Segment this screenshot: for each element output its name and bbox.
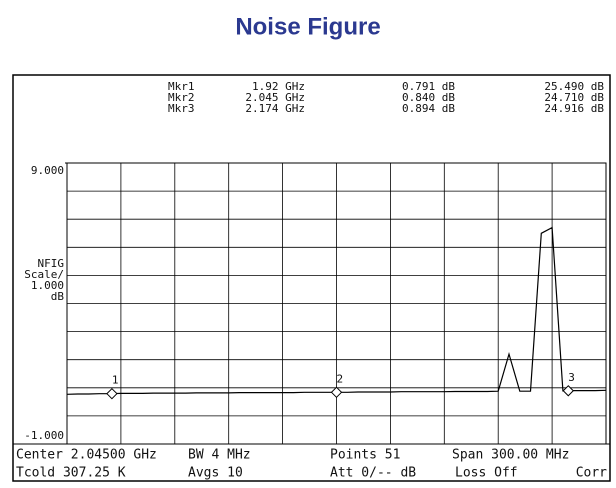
marker-name: Mkr1	[168, 80, 195, 93]
status-text: Points 51	[330, 448, 400, 463]
marker-name: Mkr2	[168, 91, 195, 104]
marker-freq: 1.92 GHz	[252, 80, 305, 93]
marker-nf: 0.894 dB	[402, 102, 455, 115]
marker-gain: 24.710 dB	[544, 91, 604, 104]
marker-nf: 0.840 dB	[402, 91, 455, 104]
status-text: Center 2.04500 GHz	[16, 448, 157, 463]
y-axis-label: dB	[51, 290, 65, 303]
y-axis-label: Scale/	[24, 268, 64, 281]
marker-diamond	[106, 387, 118, 400]
marker-diamond	[562, 385, 574, 397]
status-text: Loss Off	[455, 466, 518, 481]
status-text: Att 0/-- dB	[330, 466, 416, 481]
status-text: BW 4 MHz	[188, 448, 251, 463]
status-text: Avgs 10	[188, 466, 243, 481]
y-tick-label: -1.000	[24, 429, 64, 442]
marker-freq: 2.045 GHz	[245, 91, 305, 104]
marker-diamond	[330, 386, 343, 399]
marker-gain: 24.916 dB	[544, 102, 604, 115]
marker-gain: 25.490 dB	[544, 80, 604, 93]
y-axis-label: 1.000	[31, 279, 64, 292]
status-text: Tcold 307.25 K	[16, 466, 126, 481]
marker-name: Mkr3	[168, 102, 195, 115]
marker-number: 2	[337, 372, 344, 385]
y-axis-label: NFIG	[38, 257, 65, 270]
y-tick-label: 9.000	[31, 164, 64, 177]
chart-title: Noise Figure	[235, 13, 380, 40]
marker-nf: 0.791 dB	[402, 80, 455, 93]
marker-freq: 2.174 GHz	[245, 102, 305, 115]
marker-number: 3	[568, 371, 575, 384]
marker-number: 1	[112, 374, 119, 387]
status-text: Span 300.00 MHz	[452, 448, 569, 463]
status-text: Corr	[576, 466, 607, 481]
